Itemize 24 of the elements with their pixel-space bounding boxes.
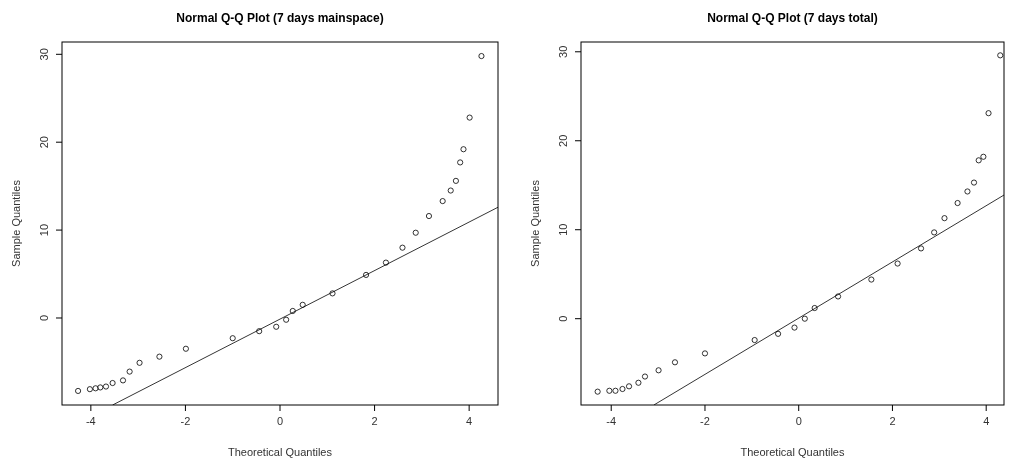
x-axis-title: Theoretical Quantiles [740,446,845,458]
y-axis-title: Sample Quantiles [10,179,22,267]
x-tick-label: 4 [466,415,473,427]
y-tick-label: 0 [38,314,50,322]
y-tick-label: 10 [557,223,569,236]
x-tick-label: 4 [983,415,990,427]
x-tick-label: 0 [795,415,802,427]
x-tick-label: -2 [700,415,710,427]
x-axis-title: Theoretical Quantiles [228,446,333,458]
x-tick-label: -4 [85,415,96,427]
chart-title: Normal Q-Q Plot (7 days mainspace) [176,11,384,25]
x-tick-label: 2 [371,415,378,427]
y-tick-label: 30 [38,48,50,61]
x-tick-label: 0 [276,415,284,427]
y-tick-label: 30 [557,45,569,58]
y-tick-label: 20 [38,136,50,149]
chart-title: Normal Q-Q Plot (7 days total) [707,11,878,25]
y-tick-label: 0 [557,315,569,322]
y-tick-label: 20 [557,134,569,147]
x-tick-label: -2 [180,415,191,427]
x-tick-label: -4 [606,415,617,427]
y-tick-label: 10 [38,223,50,237]
x-tick-label: 2 [889,415,896,427]
y-axis-title: Sample Quantiles [529,179,541,267]
